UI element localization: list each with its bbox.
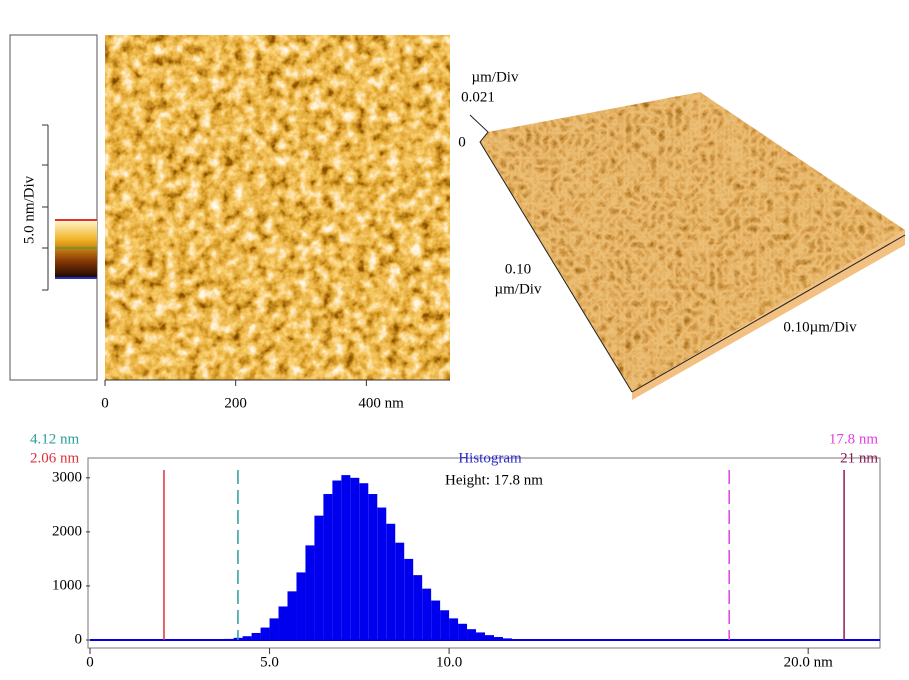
y-tick-label: 0 — [75, 631, 83, 647]
y-tick-label: 2000 — [52, 523, 82, 539]
cursor-label: 21 nm — [840, 450, 878, 466]
histogram-bar — [341, 475, 351, 640]
histogram-annotation: Height: 17.8 nm — [445, 472, 543, 488]
histogram-bar — [242, 636, 252, 640]
histogram-bar — [485, 635, 494, 640]
x-scale: 0.10µm/Div — [783, 319, 857, 335]
histogram-bar — [467, 629, 477, 640]
histogram-bar — [431, 600, 441, 640]
histogram-bar — [458, 623, 468, 640]
y-scale: 0.10 — [505, 261, 531, 277]
afm-x-tick-label: 200 — [224, 395, 247, 411]
afm-3d-surface — [480, 92, 905, 392]
histogram-bar — [359, 483, 369, 640]
x-tick-label: 0 — [86, 654, 94, 670]
histogram-bar — [305, 545, 315, 640]
histogram-bar — [413, 575, 423, 640]
histogram-bar — [386, 523, 396, 640]
z-unit: µm/Div — [472, 69, 519, 85]
histogram-bar — [224, 638, 234, 640]
histogram-bar — [251, 632, 261, 640]
x-tick-label: 20.0 nm — [784, 654, 834, 670]
y-tick-label: 3000 — [52, 469, 82, 485]
afm-x-tick-label: 400 nm — [358, 395, 404, 411]
histogram-bar — [377, 507, 387, 640]
y-tick-label: 1000 — [52, 577, 82, 593]
surface-axis-left — [469, 114, 633, 393]
histogram-bar — [260, 627, 270, 640]
histogram-bar — [422, 588, 432, 640]
histogram-bar — [476, 632, 485, 640]
histogram-bar — [296, 572, 306, 640]
scale-ticks — [42, 124, 48, 291]
color-bar — [55, 220, 97, 278]
cursor-label: 4.12 nm — [30, 431, 80, 447]
histogram-bar — [278, 606, 288, 640]
histogram-frame — [87, 457, 881, 649]
histogram-bar — [314, 515, 324, 640]
histogram-bar — [502, 638, 512, 640]
cursor-label: 2.06 nm — [30, 450, 80, 466]
histogram-bar — [404, 558, 414, 640]
z-min: 0 — [458, 134, 466, 150]
scale-box — [9, 34, 98, 381]
histogram-bar — [332, 480, 342, 640]
histogram-bar — [269, 618, 279, 640]
histogram-bar — [449, 618, 459, 640]
afm-image — [105, 35, 450, 380]
histogram-bar — [395, 542, 405, 640]
histogram-title: Histogram — [458, 450, 522, 466]
surface-side — [632, 230, 905, 400]
histogram-bar — [287, 591, 297, 640]
afm-x-tick-label: 0 — [101, 395, 109, 411]
histogram-bar — [368, 494, 378, 640]
x-tick-label: 5.0 — [260, 654, 279, 670]
z-max: 0.021 — [461, 89, 495, 105]
surface-axis-bottom — [631, 234, 906, 393]
y-unit: µm/Div — [495, 281, 542, 297]
histogram-bar — [323, 494, 333, 640]
scale-label: 5.0 nm/Div — [21, 175, 37, 244]
histogram-bar — [440, 610, 450, 640]
x-tick-label: 10.0 — [436, 654, 462, 670]
histogram-bar — [215, 639, 225, 640]
histogram-bar — [493, 637, 503, 640]
cursor-label: 17.8 nm — [829, 431, 879, 447]
histogram-bar — [350, 477, 360, 640]
histogram-bar — [511, 639, 521, 640]
